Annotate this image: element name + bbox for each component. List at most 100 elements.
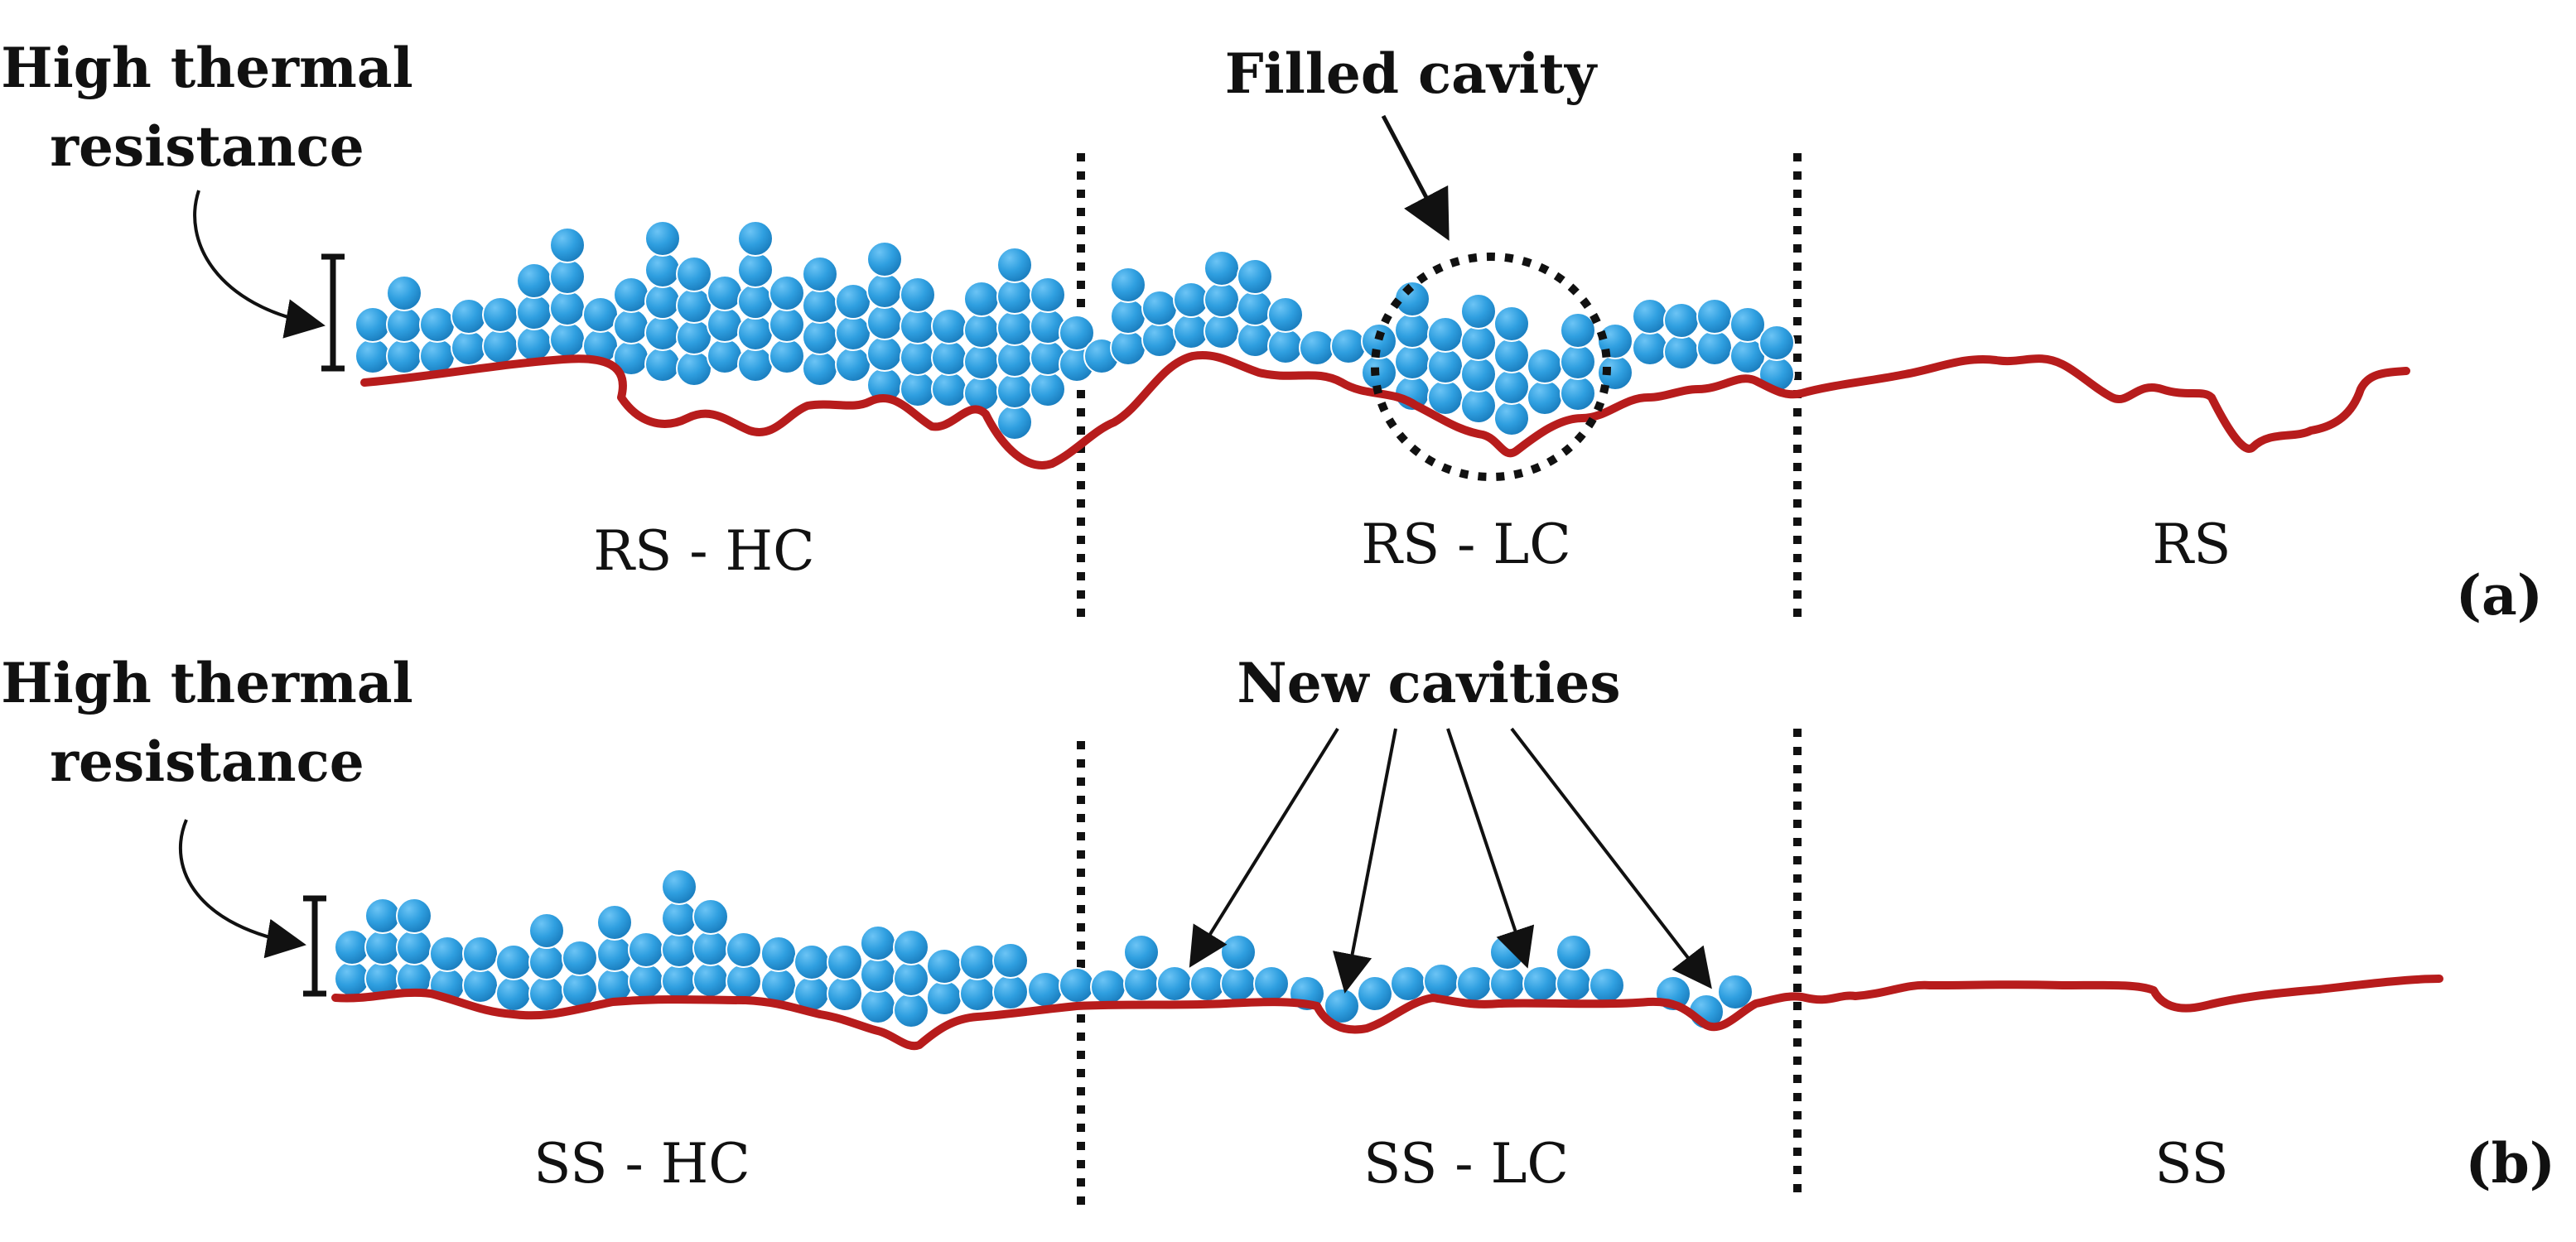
particle-a (996, 247, 1033, 283)
particle-b (528, 944, 565, 980)
particle-a (1460, 356, 1497, 392)
particle-b (661, 900, 697, 936)
particle-b (1489, 965, 1526, 1002)
filled-cavity-label: Filled cavity (1225, 41, 1598, 106)
region-label-b-1: SS - LC (1363, 1132, 1569, 1196)
particle-a (900, 277, 936, 313)
particle-a (1110, 330, 1146, 366)
region-label-b-2: SS (2154, 1132, 2228, 1196)
particle-b (794, 944, 830, 980)
particle-a (996, 341, 1033, 378)
particle-layer-a (355, 220, 1795, 440)
particle-a (644, 283, 681, 320)
particle-b (1189, 965, 1226, 1002)
particle-a (835, 283, 871, 320)
particle-a (549, 321, 586, 358)
particle-a (1729, 306, 1766, 343)
particle-a (676, 319, 712, 355)
particle-a (931, 308, 967, 344)
new-cavity-arrow-1 (1189, 727, 1339, 968)
particle-a (866, 335, 903, 372)
particle-a (1493, 337, 1530, 373)
particle-a (963, 375, 1000, 412)
particle-a (963, 312, 1000, 349)
particle-a (1632, 298, 1668, 335)
callout-arrow-b (178, 819, 306, 959)
rough-surface-a (360, 351, 2410, 469)
particle-a (549, 258, 586, 295)
particle-a (1173, 282, 1209, 318)
particle-b (1589, 967, 1625, 1004)
particle-a (996, 373, 1033, 409)
particle-a (386, 306, 422, 343)
region-label-a-0: RS - HC (593, 519, 814, 583)
particle-a (1493, 400, 1530, 436)
particle-b (692, 961, 729, 998)
particle-a (1493, 368, 1530, 405)
particle-b (396, 929, 432, 965)
particle-b (429, 936, 466, 972)
particle-b (726, 932, 762, 968)
panel-tag-a: (a) (2456, 563, 2543, 628)
panel-tag-b: (b) (2465, 1131, 2555, 1196)
particle-a (676, 350, 712, 387)
particle-a (1110, 298, 1146, 335)
particle-b (992, 942, 1029, 979)
region-label-b-0: SS - HC (533, 1132, 750, 1196)
panel-b: High thermal resistance New cavities SS … (1, 651, 2555, 1205)
particle-a (1204, 313, 1240, 349)
particle-b (893, 992, 929, 1028)
particle-a (644, 315, 681, 351)
particle-b (893, 929, 929, 965)
particle-a (963, 344, 1000, 380)
particle-b (860, 956, 896, 993)
particle-b (1253, 965, 1290, 1002)
particle-b (1156, 965, 1193, 1002)
new-cavities-label: New cavities (1237, 651, 1620, 715)
particle-a (996, 278, 1033, 315)
particle-a (1394, 344, 1430, 380)
particle-a (931, 339, 967, 376)
particle-a (644, 346, 681, 383)
particle-a (866, 304, 903, 340)
particle-a (1493, 306, 1530, 342)
particle-b (926, 948, 962, 984)
particle-a (613, 277, 649, 313)
particle-a (866, 272, 903, 309)
particle-b (827, 944, 863, 980)
particle-a (1173, 313, 1209, 349)
particle-b (661, 869, 697, 905)
high-resistance-label-a-line2: resistance (50, 114, 364, 179)
particle-a (1030, 277, 1066, 313)
particle-a (1204, 282, 1240, 318)
particle-a (737, 315, 774, 351)
particle-a (419, 306, 456, 343)
particle-a (1030, 371, 1066, 407)
particle-b (959, 944, 996, 980)
particle-a (900, 339, 936, 376)
callout-arrow-a (193, 190, 326, 339)
high-resistance-label-b-line1: High thermal (1, 651, 412, 715)
region-label-a-2: RS (2153, 513, 2231, 576)
particle-a (1267, 328, 1304, 364)
particle-a (482, 296, 519, 333)
particle-a (1237, 290, 1273, 326)
particle-a (613, 308, 649, 344)
particle-a (900, 308, 936, 344)
particle-a (1237, 258, 1273, 295)
particle-a (1560, 312, 1596, 349)
particle-a (516, 294, 552, 330)
particle-a (451, 330, 487, 366)
filled-cavity-marker (1371, 253, 1611, 481)
particle-b (528, 912, 565, 949)
particle-a (1427, 379, 1464, 416)
particle-a (1361, 323, 1397, 359)
particle-b (827, 975, 863, 1012)
particle-b (495, 975, 532, 1012)
particle-a (1560, 344, 1596, 380)
particle-b (628, 932, 664, 968)
particle-a (516, 262, 552, 299)
particle-a (1560, 375, 1596, 412)
new-cavity-arrow-3 (1446, 728, 1535, 969)
particle-b (462, 967, 499, 1004)
